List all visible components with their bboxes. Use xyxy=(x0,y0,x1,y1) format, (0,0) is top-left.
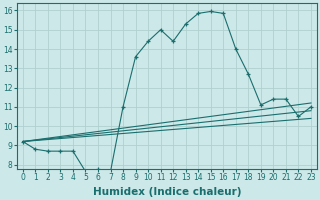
X-axis label: Humidex (Indice chaleur): Humidex (Indice chaleur) xyxy=(93,187,241,197)
